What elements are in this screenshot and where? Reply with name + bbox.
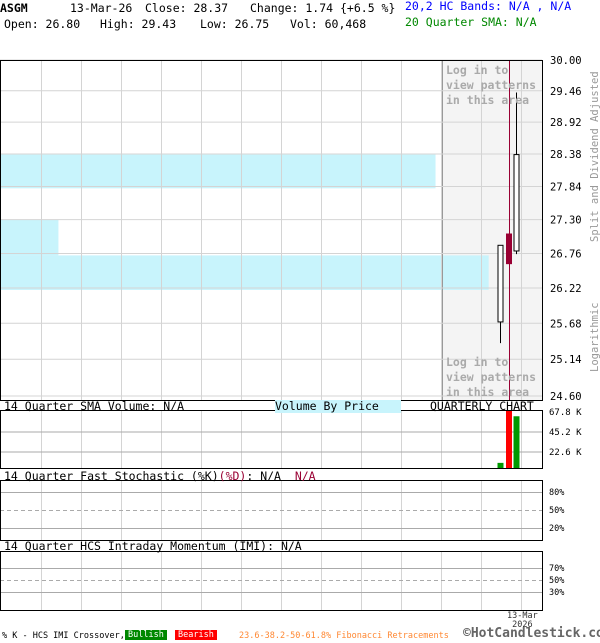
imi-level-label: 70% [549,564,564,574]
volume-panel-title: 14 Quarter SMA Volume: N/A [4,399,185,413]
price-tick-label: 24.60 [550,391,582,403]
pattern-shaded-area [442,60,542,400]
stochastic-level-label: 20% [549,524,564,534]
candle-bullish [513,154,520,252]
imi-level-label: 30% [549,588,564,598]
login-overlay-text: view patterns [446,78,536,92]
imi-level-label: 50% [549,576,564,586]
fibonacci-legend: 23.6-38.2-50-61.8% Fibonacci Retracement… [239,631,449,641]
price-tick-label: 28.38 [550,149,582,161]
bearish-badge: Bearish [175,630,217,640]
imi-title: 14 Quarter HCS Intraday Momentum (IMI): … [4,539,302,553]
price-tick-label: 26.22 [550,283,582,295]
sma-value: 20 Quarter SMA: N/A [405,15,537,29]
volume-panel-frame [0,410,543,469]
date: 13-Mar-26 [70,1,133,15]
candle-bullish [497,244,504,323]
period-label: QUARTERLY CHART [430,399,534,413]
login-overlay-text: Log in to [446,63,508,77]
price-tick-label: 29.46 [550,86,582,98]
stochastic-k-value: : N/A [246,469,281,483]
price-tick-label: 30.00 [550,55,582,67]
volume-by-price-bar [0,255,489,290]
split-adjusted-label: Split and Dividend Adjusted [589,71,600,242]
x-axis-last-label: 13-Mar 2026 [507,612,538,630]
volume-by-price-label: Volume By Price [275,400,401,413]
price-tick-label: 25.14 [550,354,582,366]
login-overlay-text: view patterns [446,370,536,384]
symbol: ASGM [0,1,28,15]
footer-legend: % K - HCS IMI Crossover, [2,631,125,641]
stochastic-k-label: 14 Quarter Fast Stochastic (%K) [4,469,219,483]
volume-bar [513,416,520,468]
volume-by-price-bar [0,219,59,256]
imi-panel-frame [0,551,543,611]
x-label-year: 2026 [512,620,533,630]
open-value: Open: 26.80 [4,17,81,31]
change-value: Change: 1.74 {+6.5 %} [250,1,396,15]
login-overlay-text: Log in to [446,355,508,369]
x-label-month: 13-Mar [507,611,538,621]
stochastic-d-label: (%D) [218,469,247,483]
volume-bar [506,410,512,468]
price-panel-frame [0,60,543,401]
stochastic-panel-frame [0,480,543,541]
volume-bar [497,462,504,468]
volume-tick-label: 22.6 K [549,448,582,458]
price-tick-label: 27.30 [550,215,582,227]
volume-tick-label: 45.2 K [549,428,582,438]
hc-bands-value: 20,2 HC Bands: N/A , N/A [405,0,572,13]
stochastic-d-value: N/A [294,469,316,483]
log-scale-label: Logarithmic [589,302,600,372]
stochastic-level-label: 50% [549,506,564,516]
low-value: Low: 26.75 [200,17,270,31]
stochastic-level-label: 80% [549,488,564,498]
close-value: Close: 28.37 [145,1,229,15]
login-overlay-text: in this area [446,385,529,399]
candle-bearish [506,233,512,265]
high-value: High: 29.43 [100,17,177,31]
login-overlay-text: in this area [446,93,529,107]
price-tick-label: 26.76 [550,249,582,261]
stochastic-title: 14 Quarter Fast Stochastic (%K)(%D): N/A… [4,470,316,483]
volume-tick-label: 67.8 K [549,408,582,418]
brand-logo[interactable]: ©HotCandlestick.com [463,626,600,641]
price-tick-label: 28.92 [550,117,582,129]
bullish-badge: Bullish [125,630,167,640]
price-tick-label: 27.84 [550,182,582,194]
volume-value: Vol: 60,468 [290,17,367,31]
volume-by-price-bar [0,154,436,189]
price-tick-label: 25.68 [550,318,582,330]
